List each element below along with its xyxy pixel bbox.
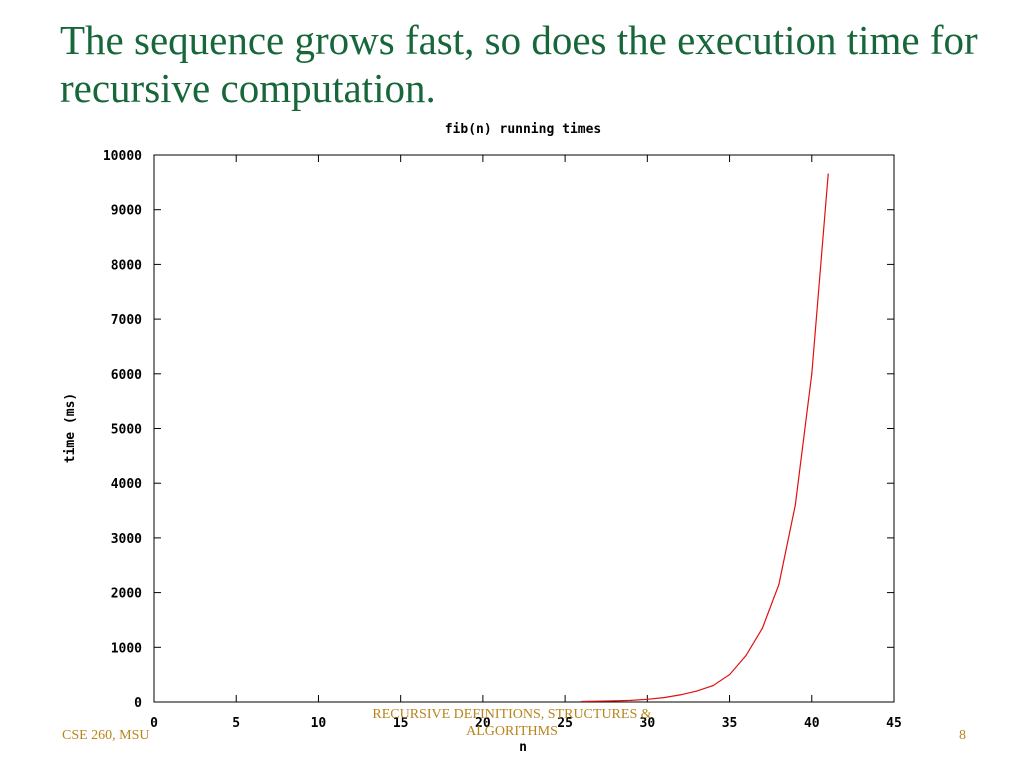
series-line-0 (581, 174, 829, 703)
y-tick-label: 3000 (111, 532, 142, 547)
y-tick-label: 1000 (111, 641, 142, 656)
y-axis: 0 1000 2000 3000 4000 5000 6000 7000 8000 9000 100… (103, 149, 894, 711)
y-tick-label: 6000 (111, 368, 142, 383)
y-tick-label: 2000 (111, 587, 142, 602)
y-axis-label: time (ms) (63, 393, 78, 463)
slide-title: The sequence grows fast, so does the exe… (60, 17, 978, 111)
data-point (761, 627, 764, 629)
data-point (745, 654, 747, 657)
data-point (646, 698, 648, 700)
series-layer (580, 173, 829, 703)
y-tick-label: 10000 (103, 149, 142, 164)
y-tick-label: 5000 (111, 423, 142, 438)
y-tick-label: 8000 (111, 258, 142, 273)
x-tick-label: 5 (232, 716, 240, 731)
x-tick-label: 10 (311, 716, 327, 731)
data-point (811, 373, 813, 375)
y-tick-label: 9000 (111, 204, 142, 219)
x-tick-label: 20 (475, 716, 491, 731)
footer-section-title: RECURSIVE DEFINITIONS, STRUCTURES & ALGO… (372, 707, 652, 739)
x-axis: 0 5 10 15 20 25 30 35 40 45 (150, 155, 902, 731)
data-point (630, 699, 632, 701)
x-tick-label: 25 (557, 716, 573, 731)
data-point (712, 684, 714, 687)
data-point (696, 690, 698, 692)
data-point (580, 700, 583, 703)
page-number: 8 (959, 728, 966, 743)
x-tick-label: 45 (886, 716, 902, 731)
chart-title: fib(n) running times (445, 122, 602, 137)
x-axis-label: n (519, 740, 527, 755)
x-tick-label: 40 (804, 716, 820, 731)
data-point (794, 504, 796, 506)
x-tick-label: 0 (150, 716, 158, 731)
data-point (613, 700, 616, 702)
y-tick-label: 0 (134, 696, 142, 711)
x-tick-label: 30 (640, 716, 656, 731)
data-point (728, 674, 731, 676)
data-point (663, 697, 665, 699)
data-point (827, 173, 829, 175)
y-tick-label: 7000 (111, 313, 142, 328)
footer-course: CSE 260, MSU (62, 728, 150, 743)
data-point (778, 583, 780, 585)
y-tick-label: 4000 (111, 477, 142, 492)
x-tick-label: 15 (393, 716, 409, 731)
data-point (679, 694, 681, 696)
data-point (597, 700, 599, 702)
plot-frame (153, 154, 895, 703)
x-tick-label: 35 (722, 716, 738, 731)
